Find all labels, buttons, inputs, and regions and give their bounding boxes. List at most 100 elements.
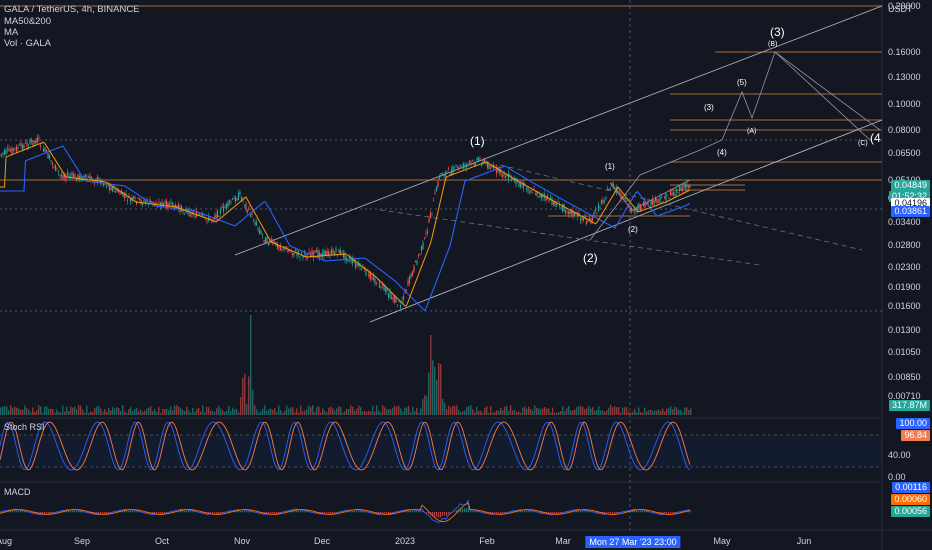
candle-body bbox=[656, 198, 658, 203]
candle-body bbox=[549, 197, 552, 199]
stoch-rsi-title[interactable]: Stoch RSI bbox=[4, 422, 45, 432]
volume-bar bbox=[408, 406, 410, 415]
candle-body bbox=[6, 148, 9, 150]
candle-body bbox=[44, 147, 46, 152]
macd-hist-bar bbox=[354, 510, 356, 513]
macd-hist-bar bbox=[248, 511, 250, 513]
candle-body bbox=[659, 196, 661, 202]
candle-body bbox=[248, 207, 250, 210]
macd-hist-bar bbox=[556, 512, 558, 514]
candle-body bbox=[90, 177, 93, 180]
candle-body bbox=[528, 191, 531, 193]
volume-bar bbox=[544, 407, 546, 415]
volume-bar bbox=[686, 407, 688, 415]
candle-body bbox=[620, 193, 622, 200]
volume-bar bbox=[14, 406, 16, 415]
candle-body bbox=[35, 140, 37, 144]
volume-bar bbox=[40, 406, 42, 415]
volume-bar bbox=[506, 405, 508, 415]
macd-hist-bar bbox=[686, 511, 688, 513]
candle-body bbox=[345, 256, 348, 261]
macd-hist-bar bbox=[518, 511, 520, 513]
candle-body bbox=[93, 182, 96, 184]
candle-body bbox=[564, 210, 567, 213]
candle-body bbox=[689, 185, 691, 188]
candle-body bbox=[344, 252, 346, 260]
macd-hist-bar bbox=[10, 510, 12, 513]
volume-bar bbox=[200, 411, 202, 415]
volume-bar bbox=[28, 409, 30, 415]
volume-bar bbox=[514, 410, 516, 415]
volume-bar bbox=[160, 412, 162, 415]
volume-bar bbox=[148, 407, 150, 415]
volume-bar bbox=[594, 410, 596, 415]
candle-body bbox=[516, 178, 519, 181]
volume-bar bbox=[402, 411, 404, 415]
macd-hist-bar bbox=[264, 512, 266, 514]
volume-bar bbox=[152, 411, 154, 415]
volume-bar bbox=[644, 407, 646, 415]
volume-bar bbox=[114, 408, 116, 415]
volume-bar bbox=[172, 410, 174, 415]
indicator-volume[interactable]: Vol · GALA bbox=[4, 38, 51, 49]
candle-body bbox=[221, 206, 223, 208]
indicator-ma50-200[interactable]: MA50&200 bbox=[4, 16, 52, 27]
candle-body bbox=[485, 161, 487, 164]
candle-body bbox=[618, 192, 621, 194]
candle-body bbox=[633, 208, 636, 212]
ma-fast-tag: 0.04196 bbox=[891, 198, 930, 209]
candle-body bbox=[218, 216, 220, 218]
time-axis-label: Nov bbox=[233, 536, 251, 546]
macd-hist-bar bbox=[612, 512, 614, 514]
candle-body bbox=[47, 153, 49, 159]
candle-body bbox=[405, 289, 408, 291]
macd-hist-bar bbox=[234, 511, 236, 513]
volume-bar bbox=[684, 407, 686, 415]
candle-body bbox=[174, 204, 177, 208]
macd-hist-bar bbox=[420, 511, 422, 513]
volume-bar bbox=[470, 405, 472, 415]
macd-hist-bar bbox=[258, 512, 260, 513]
symbol-title[interactable]: GALA / TetherUS, 4h, BINANCE bbox=[4, 4, 140, 15]
candle-body bbox=[657, 199, 660, 201]
horizontal-levels bbox=[0, 5, 882, 217]
candle-body bbox=[125, 193, 127, 195]
macd-hist-bar bbox=[172, 511, 174, 513]
candle-body bbox=[266, 237, 268, 244]
volume-bar bbox=[624, 407, 626, 415]
volume-bar bbox=[364, 410, 366, 415]
macd-hist-bar bbox=[102, 512, 104, 514]
candle-body bbox=[83, 176, 85, 178]
macd-title[interactable]: MACD bbox=[4, 487, 31, 497]
candle-body bbox=[231, 198, 234, 200]
candle-body bbox=[297, 250, 300, 254]
volume-bar bbox=[618, 407, 620, 415]
macd-hist-bar bbox=[646, 511, 648, 513]
candle-body bbox=[452, 166, 454, 174]
candle-body bbox=[299, 257, 301, 259]
macd-hist-bar bbox=[462, 508, 464, 513]
candle-body bbox=[494, 166, 496, 167]
candle-body bbox=[171, 201, 174, 208]
candle-body bbox=[576, 213, 579, 217]
candle-body bbox=[42, 149, 45, 152]
macd-hist-bar bbox=[450, 512, 452, 514]
price-tick-label: 0.00710 bbox=[888, 391, 921, 401]
volume-bar bbox=[522, 407, 524, 415]
volume-bar bbox=[50, 408, 52, 415]
macd-hist-bar bbox=[236, 511, 238, 513]
indicator-ma[interactable]: MA bbox=[4, 27, 19, 38]
volume-bar bbox=[400, 408, 402, 415]
volume-bar bbox=[646, 411, 648, 415]
candle-body bbox=[450, 169, 453, 175]
volume-bar bbox=[320, 412, 322, 415]
macd-hist-bar bbox=[294, 510, 296, 513]
volume-bar bbox=[24, 405, 26, 415]
volume-bar bbox=[622, 407, 624, 415]
macd-hist-bar bbox=[382, 512, 384, 514]
volume-bar bbox=[630, 412, 632, 415]
candle-body bbox=[461, 166, 463, 169]
candle-body bbox=[681, 188, 684, 192]
candle-body bbox=[446, 171, 448, 172]
